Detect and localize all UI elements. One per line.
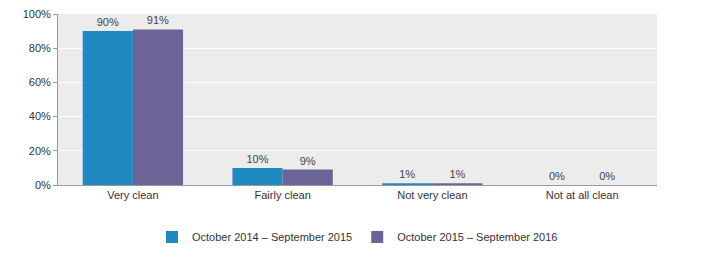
- svg-text:10%: 10%: [246, 153, 268, 165]
- svg-text:1%: 1%: [449, 168, 465, 180]
- svg-text:9%: 9%: [300, 155, 316, 167]
- svg-text:October 2014 – September 2015: October 2014 – September 2015: [192, 231, 352, 243]
- svg-text:60%: 60%: [29, 76, 51, 88]
- svg-text:October 2015 – September 2016: October 2015 – September 2016: [397, 231, 557, 243]
- svg-text:80%: 80%: [29, 42, 51, 54]
- svg-text:90%: 90%: [97, 16, 119, 28]
- svg-text:0%: 0%: [599, 170, 615, 182]
- svg-text:0%: 0%: [35, 179, 51, 191]
- svg-text:Fairly clean: Fairly clean: [255, 189, 311, 201]
- svg-text:100%: 100%: [23, 8, 51, 20]
- svg-text:1%: 1%: [399, 168, 415, 180]
- svg-text:40%: 40%: [29, 110, 51, 122]
- svg-text:91%: 91%: [147, 14, 169, 26]
- svg-text:0%: 0%: [549, 170, 565, 182]
- svg-text:20%: 20%: [29, 145, 51, 157]
- svg-text:Not very clean: Not very clean: [397, 189, 467, 201]
- svg-text:Very clean: Very clean: [107, 189, 158, 201]
- svg-text:Not at all clean: Not at all clean: [546, 189, 619, 201]
